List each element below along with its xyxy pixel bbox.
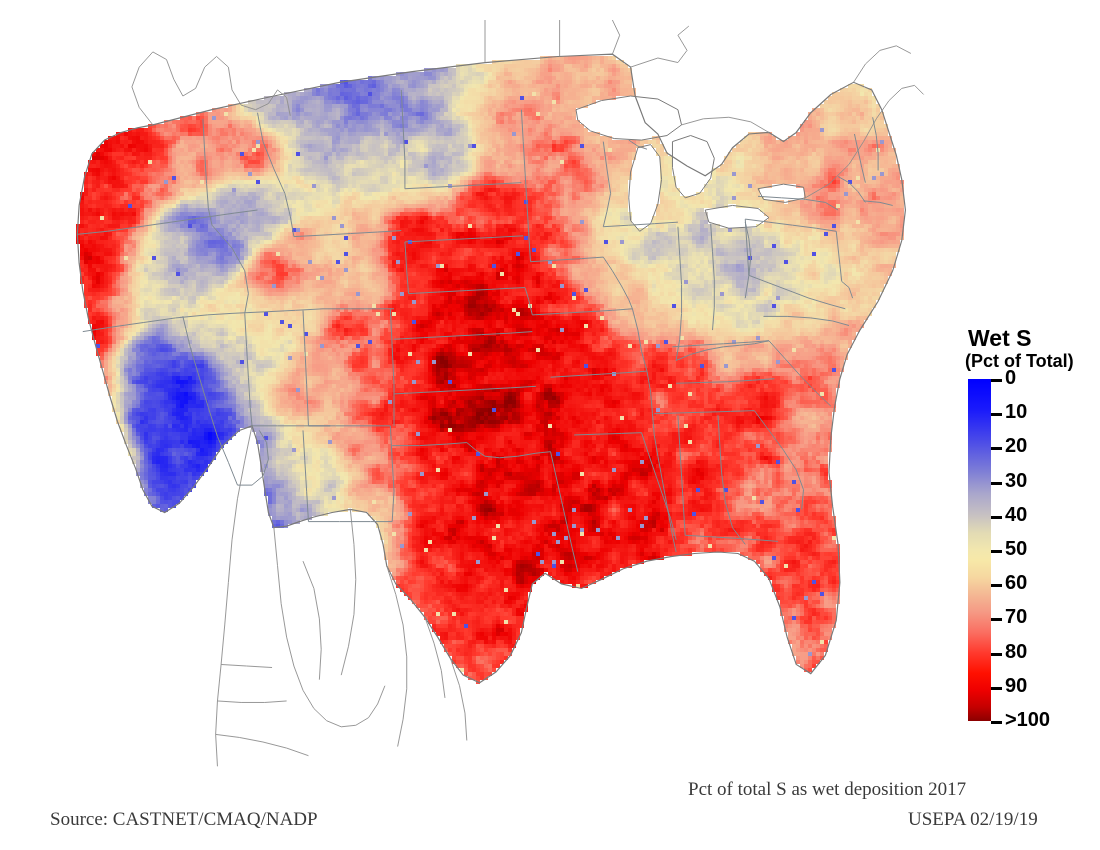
legend-title: Wet S	[968, 325, 1032, 351]
colorbar-tick-label: 40	[1005, 503, 1028, 526]
colorbar-tick-mark	[991, 481, 1002, 485]
source-note: Source: CASTNET/CMAQ/NADP	[50, 809, 318, 830]
colorbar-tick-mark	[991, 721, 1002, 724]
colorbar-tick-label: >100	[1005, 709, 1051, 731]
colorbar-tick-mark	[991, 379, 1002, 382]
legend: Wet S (Pct of Total) 0 10 20 30 40 50 60 70 80 90…	[963, 326, 1100, 756]
colorbar-tick-mark	[991, 550, 1002, 553]
colorbar-tick-label: 90	[1005, 674, 1028, 697]
figure-caption: Pct of total S as wet deposition 2017	[688, 779, 967, 800]
colorbar-tick-label: 80	[1005, 640, 1028, 663]
colorbar-tick-label: 60	[1005, 572, 1028, 595]
colorbar-tick-label: 50	[1005, 538, 1028, 560]
colorbar-tick-label: 0	[1005, 367, 1017, 389]
colorbar-gradient	[968, 379, 991, 721]
us-deposition-map	[0, 0, 960, 790]
colorbar-tick-label: 10	[1005, 401, 1028, 424]
colorbar-tick-label: 20	[1005, 435, 1028, 458]
colorbar-tick-mark	[991, 413, 1002, 417]
legend-subtitle: (Pct of Total)	[965, 351, 1074, 371]
legend-body: 0 10 20 30 40 50 60 70 80 90 >100	[963, 368, 1100, 754]
map-raster-canvas	[0, 0, 960, 790]
colorbar-tick-label: 70	[1005, 606, 1028, 629]
agency-stamp: USEPA 02/19/19	[908, 809, 1038, 830]
colorbar-tick-mark	[991, 686, 1002, 690]
colorbar-tick-mark	[991, 447, 1002, 451]
colorbar-tick-mark	[991, 618, 1002, 622]
colorbar-tick-mark	[991, 584, 1002, 588]
colorbar-tick-mark	[991, 515, 1002, 519]
colorbar-tick-mark	[991, 652, 1002, 656]
colorbar-tick-label: 30	[1005, 469, 1028, 492]
